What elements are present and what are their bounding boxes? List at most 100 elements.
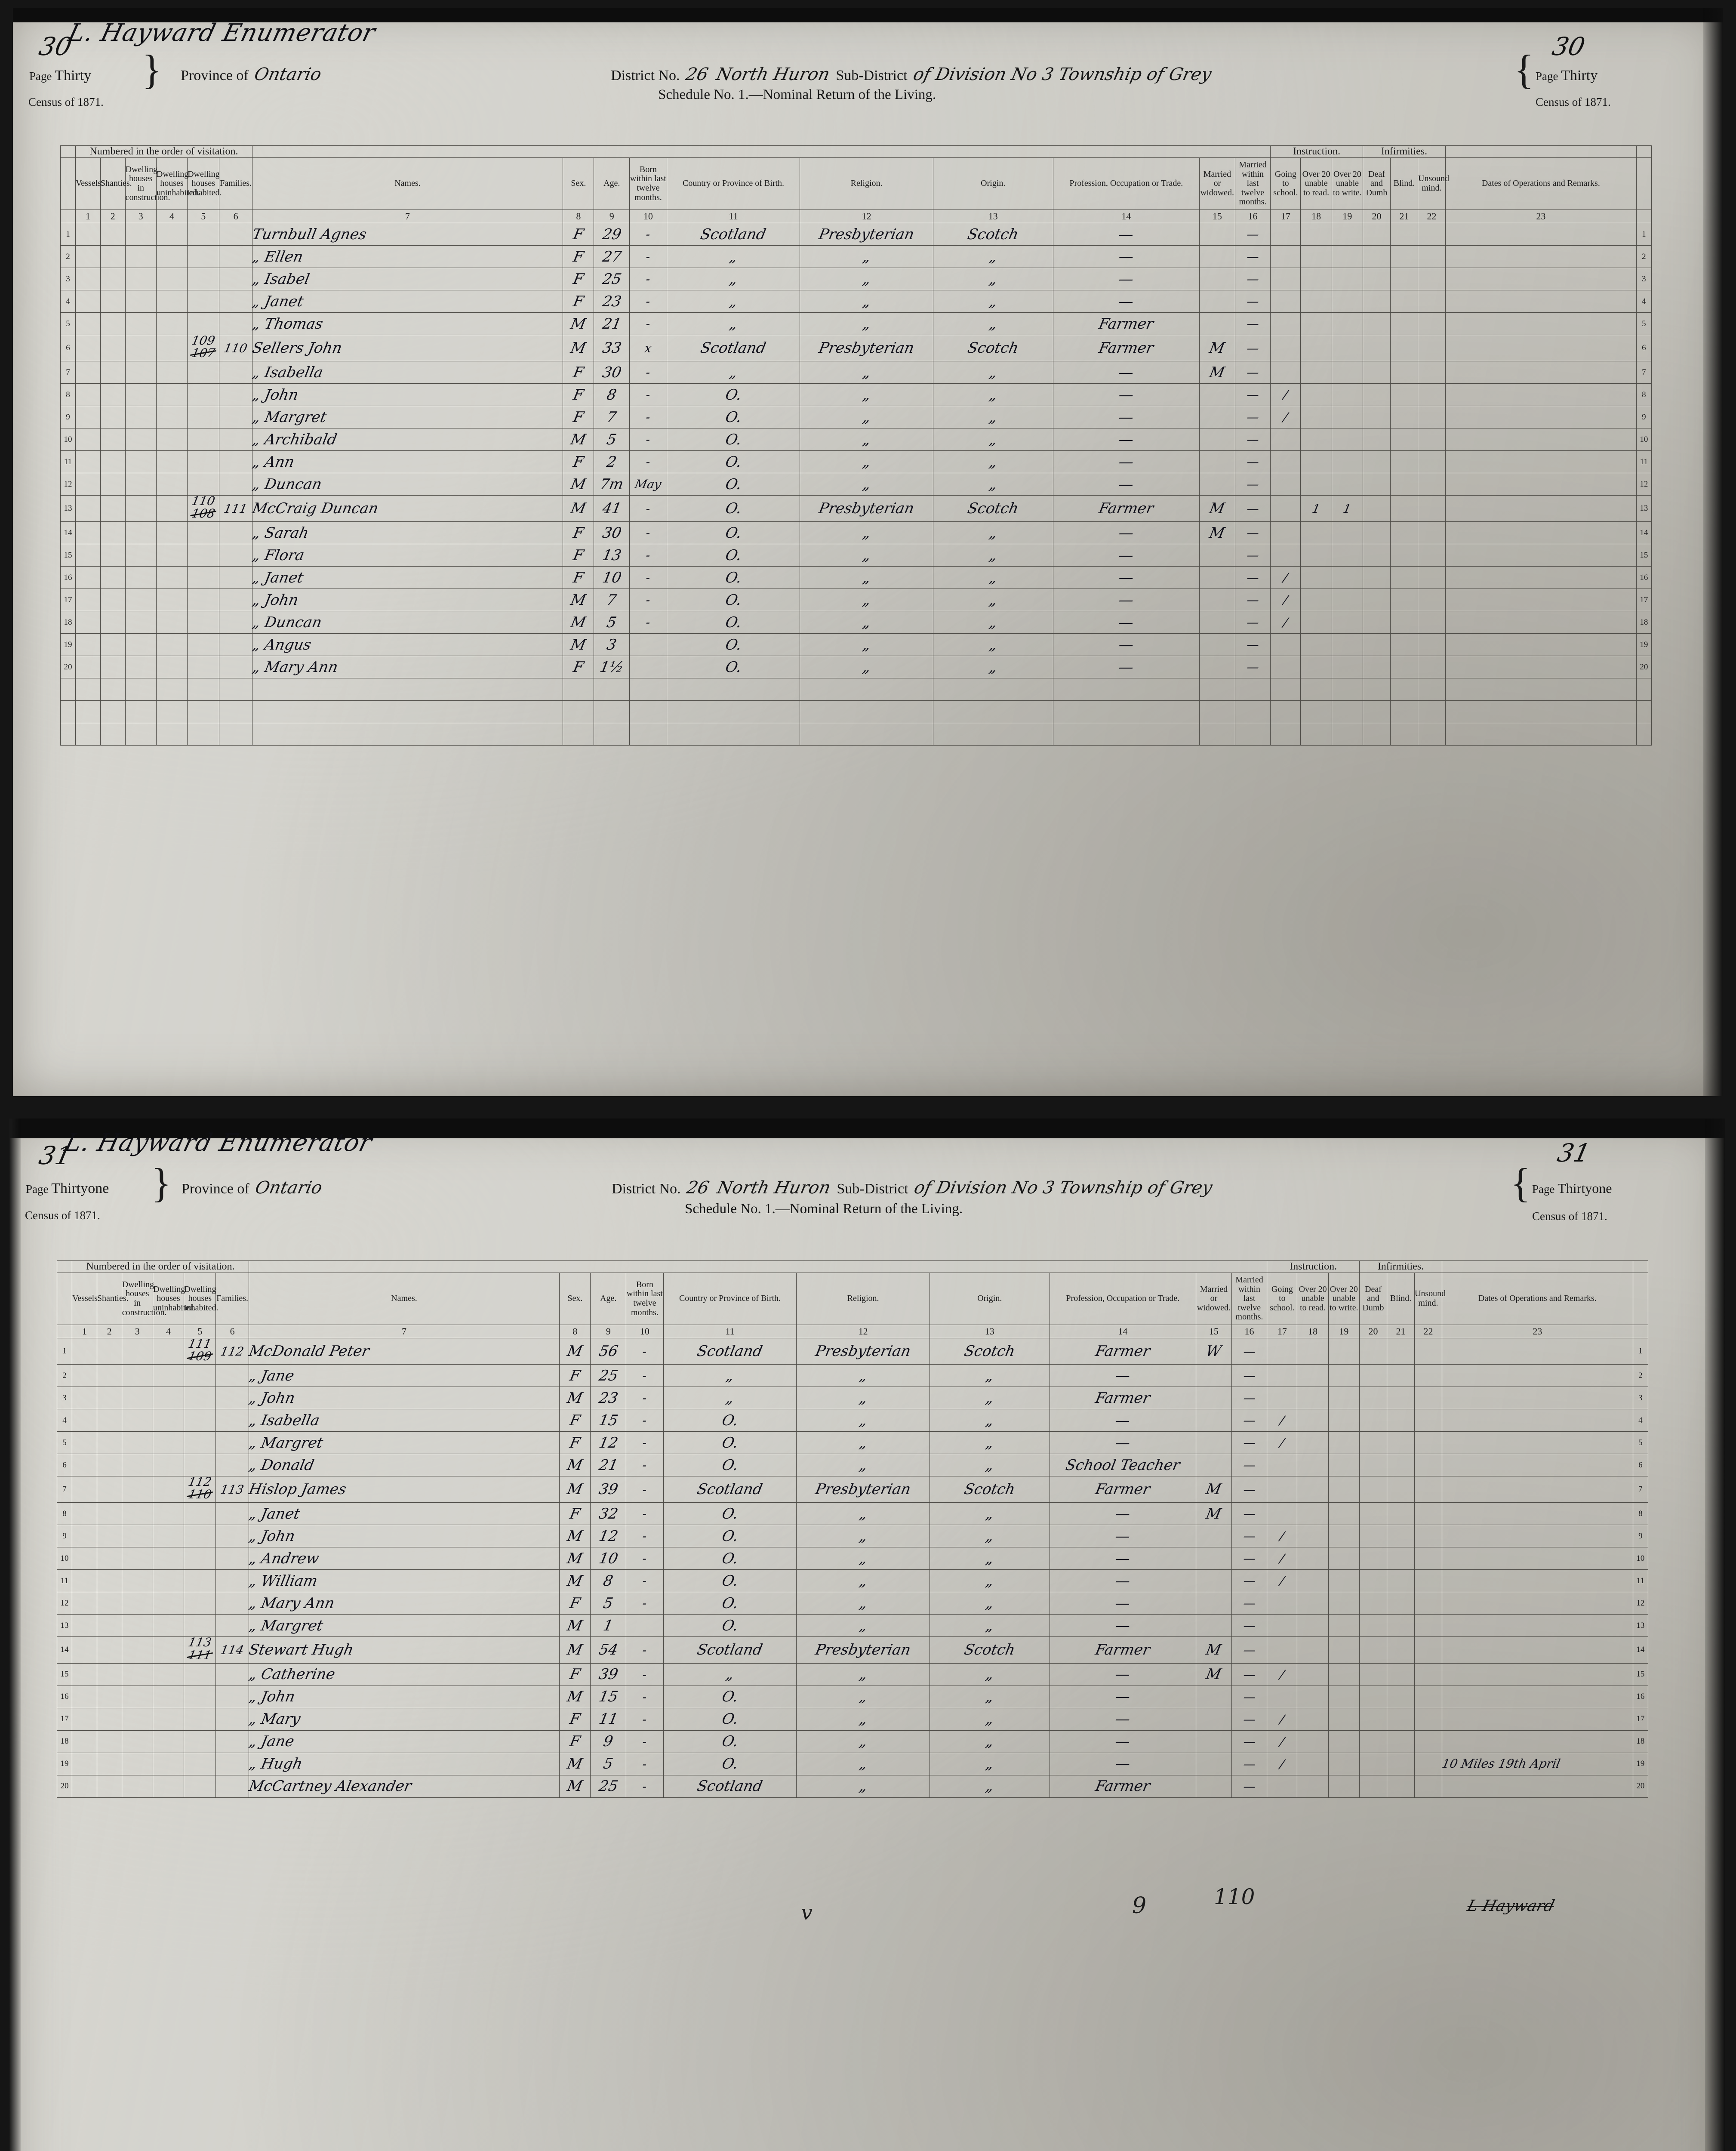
cell-unable-to-read[interactable]: [1300, 633, 1332, 656]
cell-deaf-dumb[interactable]: [1362, 589, 1391, 612]
cell-unsound-mind[interactable]: [1417, 544, 1446, 567]
cell-houses-construction[interactable]: [125, 566, 157, 589]
cell-born-last-12-months[interactable]: -: [629, 361, 667, 384]
cell-sex[interactable]: M: [563, 633, 594, 656]
cell-birthplace[interactable]: O.: [666, 633, 800, 656]
cell-remarks[interactable]: [1441, 1592, 1633, 1615]
cell-houses-uninhabited[interactable]: [156, 268, 188, 290]
cell-vessels[interactable]: [75, 633, 101, 656]
cell-houses-inhabited[interactable]: [187, 312, 220, 335]
cell-vessels[interactable]: [72, 1592, 97, 1615]
cell-blind[interactable]: [1390, 383, 1418, 407]
cell-occupation[interactable]: —: [1053, 290, 1200, 313]
cell-remarks[interactable]: [1445, 473, 1637, 496]
cell-age[interactable]: 10: [590, 1547, 627, 1570]
cell-blind[interactable]: [1390, 245, 1418, 268]
cell-blank[interactable]: [1390, 700, 1418, 724]
cell-remarks[interactable]: 10 Miles 19th April: [1441, 1752, 1633, 1775]
cell-religion[interactable]: „: [796, 1685, 930, 1708]
cell-unsound-mind[interactable]: [1414, 1614, 1442, 1637]
cell-blank[interactable]: [563, 723, 594, 746]
cell-birthplace[interactable]: O.: [663, 1685, 797, 1708]
cell-unable-to-read[interactable]: [1297, 1387, 1329, 1410]
cell-blank[interactable]: [933, 723, 1053, 746]
cell-shanties[interactable]: [100, 334, 126, 362]
cell-age[interactable]: 23: [594, 290, 630, 313]
cell-religion[interactable]: „: [800, 245, 933, 268]
cell-vessels[interactable]: [72, 1752, 97, 1775]
cell-blank[interactable]: [1199, 678, 1235, 701]
cell-born-last-12-months[interactable]: [629, 633, 667, 656]
cell-sex[interactable]: M: [563, 611, 594, 634]
cell-married-widowed[interactable]: [1199, 633, 1235, 656]
cell-married-widowed[interactable]: M: [1196, 1476, 1232, 1503]
cell-birthplace[interactable]: O.: [663, 1592, 797, 1615]
cell-age[interactable]: 1½: [594, 656, 630, 679]
cell-deaf-dumb[interactable]: [1362, 290, 1391, 313]
cell-sex[interactable]: M: [563, 473, 594, 496]
cell-blind[interactable]: [1390, 268, 1418, 290]
cell-name[interactable]: „ Janet: [247, 1502, 560, 1525]
cell-houses-construction[interactable]: [121, 1775, 153, 1798]
cell-married-last-12-months[interactable]: —: [1234, 223, 1271, 246]
cell-deaf-dumb[interactable]: [1359, 1707, 1387, 1731]
cell-married-last-12-months[interactable]: —: [1231, 1592, 1268, 1615]
cell-going-to-school[interactable]: [1270, 473, 1301, 496]
cell-unsound-mind[interactable]: [1417, 245, 1446, 268]
cell-religion[interactable]: „: [800, 290, 933, 313]
cell-houses-inhabited[interactable]: 113 111: [184, 1635, 216, 1664]
cell-married-last-12-months[interactable]: —: [1234, 334, 1271, 362]
cell-occupation[interactable]: —: [1053, 633, 1200, 656]
cell-blank[interactable]: [1445, 700, 1637, 724]
cell-married-widowed[interactable]: [1196, 1775, 1232, 1798]
cell-families[interactable]: [215, 1685, 249, 1708]
cell-sex[interactable]: F: [559, 1364, 591, 1387]
cell-occupation[interactable]: Farmer: [1049, 1636, 1197, 1664]
cell-unable-to-write[interactable]: [1331, 589, 1363, 612]
cell-vessels[interactable]: [72, 1454, 97, 1477]
cell-vessels[interactable]: [72, 1547, 97, 1570]
cell-married-last-12-months[interactable]: —: [1231, 1685, 1268, 1708]
cell-married-widowed[interactable]: [1196, 1569, 1232, 1593]
cell-deaf-dumb[interactable]: [1359, 1775, 1387, 1798]
cell-unable-to-write[interactable]: [1328, 1752, 1360, 1775]
cell-going-to-school[interactable]: [1270, 312, 1301, 335]
cell-houses-uninhabited[interactable]: [156, 611, 188, 634]
cell-remarks[interactable]: [1441, 1525, 1633, 1548]
cell-age[interactable]: 5: [594, 611, 630, 634]
cell-married-last-12-months[interactable]: —: [1231, 1476, 1268, 1503]
cell-deaf-dumb[interactable]: [1362, 544, 1391, 567]
cell-religion[interactable]: „: [796, 1592, 930, 1615]
cell-deaf-dumb[interactable]: [1359, 1387, 1387, 1410]
cell-occupation[interactable]: —: [1053, 245, 1200, 268]
cell-blind[interactable]: [1390, 223, 1418, 246]
cell-born-last-12-months[interactable]: -: [629, 589, 667, 612]
cell-unable-to-read[interactable]: [1297, 1337, 1329, 1365]
cell-unable-to-read[interactable]: [1300, 383, 1332, 407]
cell-houses-uninhabited[interactable]: [152, 1337, 185, 1365]
cell-houses-uninhabited[interactable]: [152, 1364, 185, 1387]
cell-married-last-12-months[interactable]: —: [1234, 611, 1271, 634]
cell-going-to-school[interactable]: [1267, 1614, 1298, 1637]
cell-families[interactable]: 110: [219, 334, 252, 362]
cell-remarks[interactable]: [1441, 1409, 1633, 1432]
cell-origin[interactable]: Scotch: [933, 334, 1053, 362]
cell-age[interactable]: 7: [594, 406, 630, 429]
cell-origin[interactable]: „: [929, 1502, 1050, 1525]
cell-married-widowed[interactable]: M: [1196, 1502, 1232, 1525]
cell-going-to-school[interactable]: [1267, 1476, 1298, 1503]
cell-vessels[interactable]: [75, 245, 101, 268]
cell-married-last-12-months[interactable]: —: [1231, 1614, 1268, 1637]
cell-unsound-mind[interactable]: [1417, 589, 1446, 612]
cell-occupation[interactable]: —: [1053, 383, 1200, 407]
cell-unsound-mind[interactable]: [1414, 1663, 1442, 1686]
cell-born-last-12-months[interactable]: -: [626, 1752, 664, 1775]
cell-unable-to-write[interactable]: [1328, 1636, 1360, 1664]
cell-name[interactable]: „ Donald: [247, 1454, 560, 1477]
cell-blank[interactable]: [800, 723, 933, 746]
cell-houses-inhabited[interactable]: [184, 1364, 216, 1387]
cell-shanties[interactable]: [96, 1547, 122, 1570]
cell-going-to-school[interactable]: [1270, 334, 1301, 362]
cell-blank[interactable]: [1362, 678, 1391, 701]
cell-birthplace[interactable]: Scotland: [666, 334, 800, 362]
